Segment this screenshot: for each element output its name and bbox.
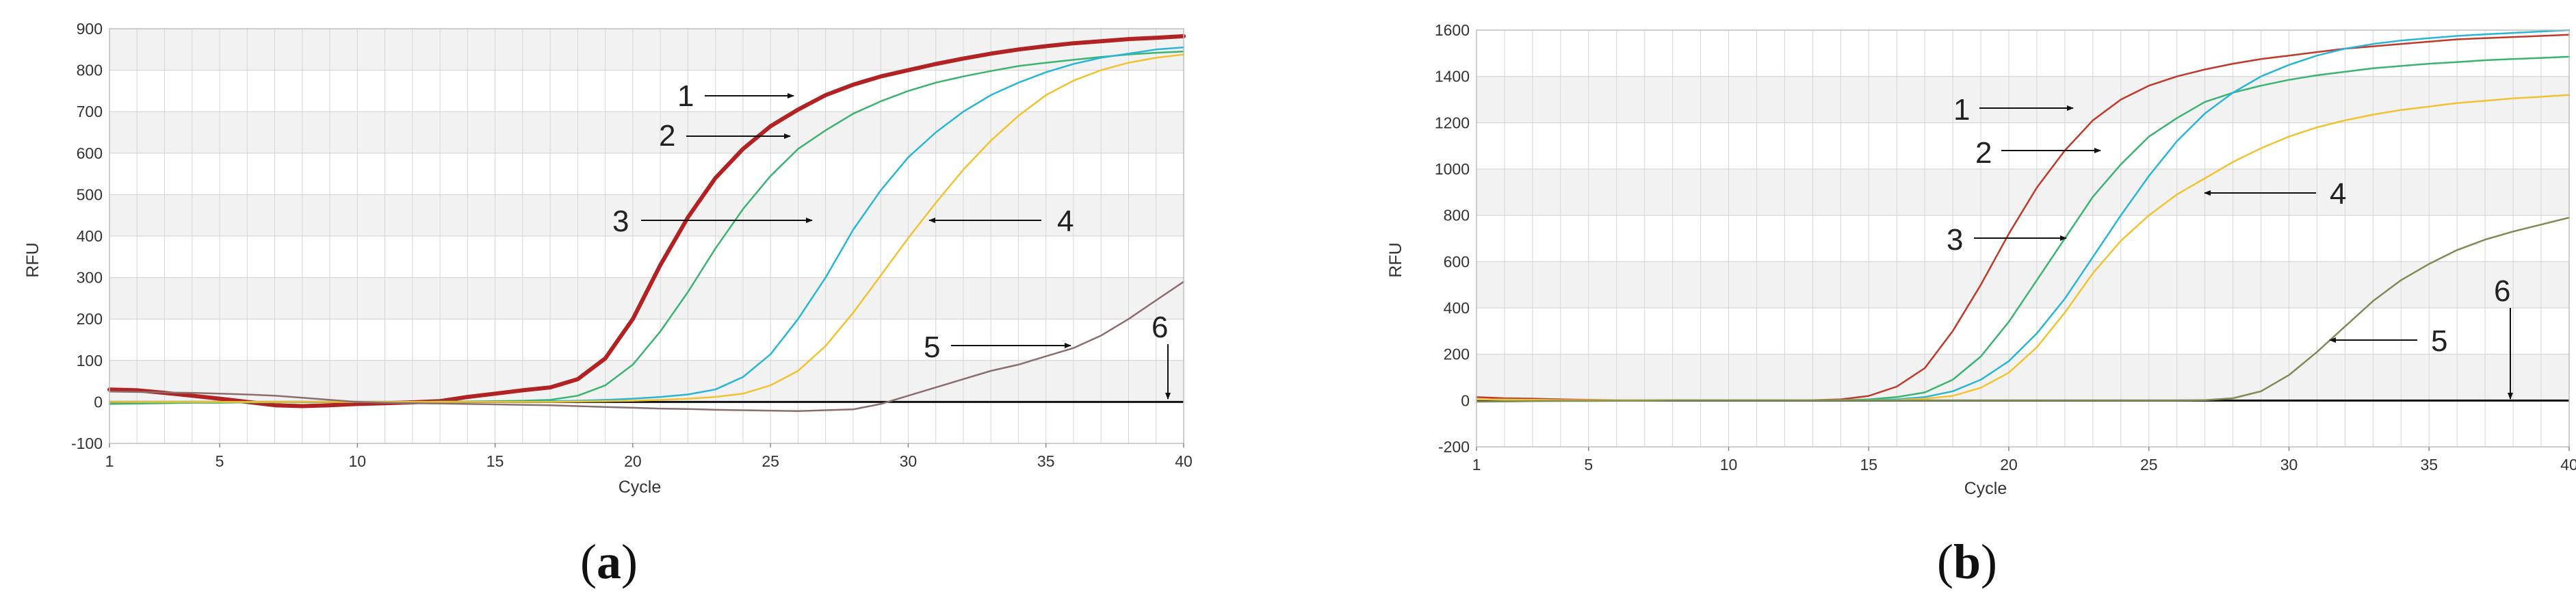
x-axis-label: Cycle bbox=[1964, 479, 2007, 498]
series-group bbox=[1475, 29, 2571, 403]
x-tick-label: 10 bbox=[349, 452, 367, 470]
annotation-3: 3 bbox=[612, 205, 813, 238]
y-tick-label: 400 bbox=[1444, 299, 1470, 317]
x-tick-label: 10 bbox=[1720, 456, 1738, 474]
plot-bands bbox=[1476, 30, 2569, 447]
plot-band bbox=[1476, 122, 2569, 169]
y-tick-label: 200 bbox=[1444, 346, 1470, 363]
series-line-1 bbox=[107, 34, 1186, 409]
plot-band bbox=[109, 70, 1184, 112]
annotation-1: 1 bbox=[677, 79, 794, 113]
y-tick-label: 1200 bbox=[1435, 114, 1470, 131]
y-tick-label: 600 bbox=[1444, 252, 1470, 270]
x-tick-label: 35 bbox=[1037, 452, 1055, 470]
annotation-6: 6 bbox=[2494, 274, 2513, 400]
annotation-4: 4 bbox=[928, 205, 1074, 238]
plot-band bbox=[109, 194, 1184, 236]
x-tick-label: 40 bbox=[2560, 456, 2576, 474]
plot-band bbox=[1476, 400, 2569, 447]
annotation-label-4: 4 bbox=[2330, 177, 2346, 211]
annotation-label-2: 2 bbox=[659, 119, 675, 153]
y-axis-label: RFU bbox=[1386, 242, 1405, 277]
x-tick-label: 1 bbox=[105, 452, 114, 470]
series-group bbox=[107, 34, 1186, 412]
annotation-2: 2 bbox=[1975, 136, 2101, 170]
y-tick-label: 800 bbox=[1444, 207, 1470, 224]
y-tick-label: 1400 bbox=[1435, 68, 1470, 86]
annotation-label-2: 2 bbox=[1975, 136, 1992, 170]
y-tick-label: 600 bbox=[77, 144, 103, 162]
x-tick-label: 20 bbox=[2000, 456, 2018, 474]
plot-band bbox=[1476, 76, 2569, 123]
x-tick-label: 25 bbox=[762, 452, 779, 470]
y-tick-label: 100 bbox=[77, 352, 103, 370]
annotation-6: 6 bbox=[1152, 311, 1171, 400]
series-line-4 bbox=[108, 53, 1185, 403]
y-tick-label: 500 bbox=[77, 185, 103, 203]
annotation-label-1: 1 bbox=[1953, 93, 1970, 127]
annotation-label-5: 5 bbox=[924, 331, 940, 364]
y-tick-label: 200 bbox=[77, 310, 103, 328]
annotation-3: 3 bbox=[1947, 223, 2067, 257]
x-tick-label: 30 bbox=[900, 452, 918, 470]
annotation-5: 5 bbox=[2329, 324, 2447, 358]
series-line-5 bbox=[108, 281, 1185, 412]
annotation-label-3: 3 bbox=[612, 205, 629, 238]
annotation-4: 4 bbox=[2204, 177, 2346, 211]
x-tick-label: 25 bbox=[2140, 456, 2158, 474]
annotation-1: 1 bbox=[1953, 93, 2074, 127]
x-tick-label: 15 bbox=[486, 452, 504, 470]
annotation-label-5: 5 bbox=[2431, 324, 2447, 358]
plot-band bbox=[109, 236, 1184, 278]
plot-band bbox=[1476, 30, 2569, 77]
y-tick-label: 900 bbox=[77, 20, 103, 38]
y-tick-label: 0 bbox=[94, 393, 103, 411]
panel-label-b: (b) bbox=[1937, 534, 1997, 589]
panel-label-a: (a) bbox=[580, 534, 638, 589]
annotation-5: 5 bbox=[924, 331, 1071, 364]
y-tick-label: 1000 bbox=[1435, 160, 1470, 178]
x-tick-label: 35 bbox=[2420, 456, 2438, 474]
panel-letter-a: a bbox=[597, 534, 621, 589]
y-tick-label: 400 bbox=[77, 227, 103, 245]
plot-frame bbox=[1476, 29, 2570, 448]
x-tick-label: 40 bbox=[1175, 452, 1193, 470]
annotation-label-1: 1 bbox=[677, 79, 694, 113]
x-tick-label: 5 bbox=[216, 452, 224, 470]
series-line-5 bbox=[1475, 216, 2571, 403]
y-tick-label: -100 bbox=[71, 435, 103, 452]
y-tick-label: -200 bbox=[1438, 438, 1470, 456]
plot-band bbox=[109, 319, 1184, 361]
annotation-2: 2 bbox=[659, 119, 791, 153]
y-tick-label: 800 bbox=[77, 62, 103, 79]
plot-band bbox=[109, 29, 1184, 70]
plot-band bbox=[1476, 354, 2569, 401]
plot-band bbox=[109, 112, 1184, 153]
y-tick-label: 700 bbox=[77, 103, 103, 120]
plot-band bbox=[109, 277, 1184, 320]
annotation-label-6: 6 bbox=[2494, 274, 2510, 308]
plot-band bbox=[1476, 169, 2569, 216]
x-axis-label: Cycle bbox=[619, 478, 662, 497]
x-tick-label: 30 bbox=[2280, 456, 2298, 474]
annotation-label-4: 4 bbox=[1057, 205, 1074, 238]
x-tick-label: 1 bbox=[1472, 456, 1481, 474]
y-axis-label: RFU bbox=[23, 242, 42, 277]
panel-letter-b: b bbox=[1953, 534, 1981, 589]
y-tick-label: 1600 bbox=[1435, 21, 1470, 39]
x-tick-label: 20 bbox=[624, 452, 642, 470]
y-tick-label: 300 bbox=[77, 269, 103, 287]
x-tick-label: 15 bbox=[1860, 456, 1877, 474]
plot-band bbox=[109, 153, 1184, 195]
y-tick-label: 0 bbox=[1461, 391, 1470, 409]
annotation-label-6: 6 bbox=[1152, 311, 1168, 344]
annotation-label-3: 3 bbox=[1947, 223, 1963, 257]
x-tick-label: 5 bbox=[1584, 456, 1593, 474]
plot-frame bbox=[109, 28, 1184, 444]
